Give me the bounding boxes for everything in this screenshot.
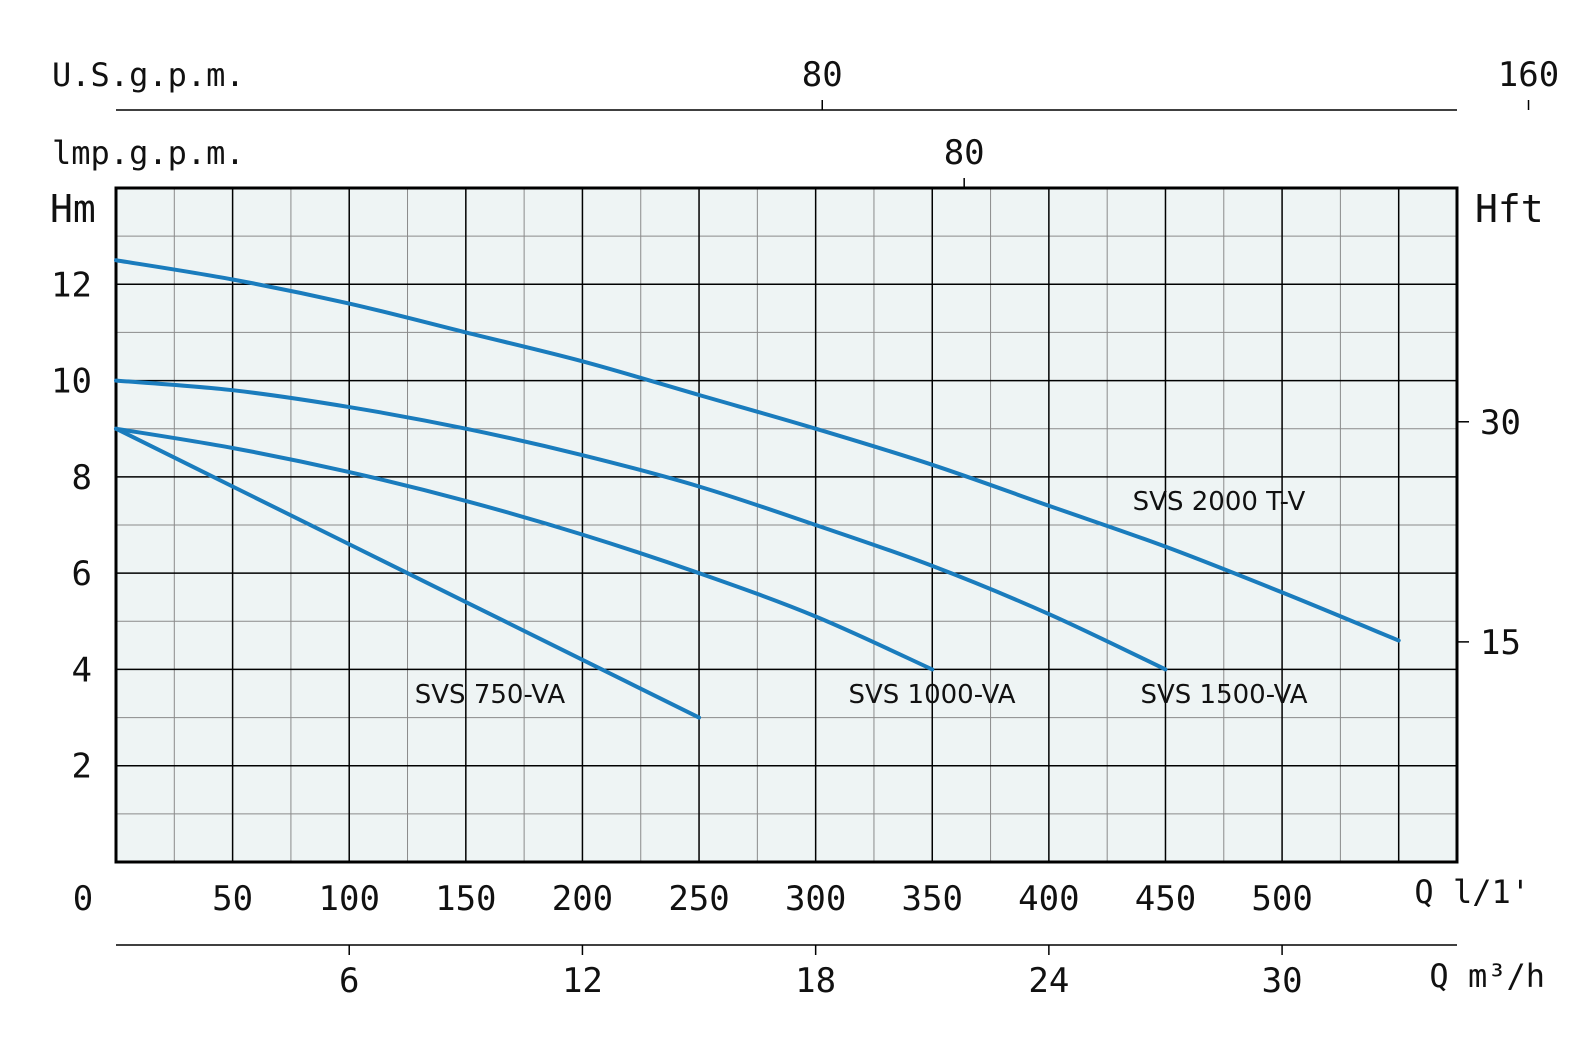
plot-frame <box>114 186 1459 864</box>
series-line-2 <box>114 378 1168 672</box>
us-axis-label: U.S.g.p.m. <box>52 56 245 94</box>
x-tick-label: 250 <box>668 879 729 919</box>
x-tick-label: 450 <box>1135 879 1196 919</box>
y-tick-label: 6 <box>72 554 92 594</box>
y-tick-label: 10 <box>51 362 92 402</box>
x-tick-label: 400 <box>1018 879 1079 919</box>
series-line-3 <box>114 258 1401 643</box>
series-line-0 <box>114 426 702 720</box>
imp-tick-label: 80 <box>944 133 985 173</box>
x-axis-label: Q l/1' <box>1414 873 1530 911</box>
minor-grid <box>116 188 1457 862</box>
x-tick-label: 0 <box>73 879 93 919</box>
series-label-3: SVS 2000 T-V <box>1133 487 1306 517</box>
m3h-axis-label: Q m³/h <box>1429 957 1545 995</box>
x-tick-label: 50 <box>212 879 253 919</box>
m3h-tick-label: 6 <box>339 961 359 1001</box>
us-tick-label: 80 <box>802 55 843 95</box>
major-grid <box>116 188 1457 862</box>
ft-tick-label: 30 <box>1480 403 1521 443</box>
m3h-tick-label: 30 <box>1262 961 1303 1001</box>
series-label-1: SVS 1000-VA <box>849 680 1016 710</box>
x-tick-label: 500 <box>1251 879 1312 919</box>
y-tick-label: 12 <box>51 265 92 305</box>
imp-axis-label: lmp.g.p.m. <box>52 134 245 172</box>
ft-tick-label: 15 <box>1480 623 1521 663</box>
series-label-2: SVS 1500-VA <box>1141 680 1308 710</box>
ft-axis-label: Hft <box>1475 187 1544 231</box>
chart-labels: SVS 750-VA SVS 1000-VA SVS 1500-VA SVS 2000… <box>50 55 1559 1001</box>
x-tick-label: 100 <box>319 879 380 919</box>
m3h-tick-label: 12 <box>562 961 603 1001</box>
x-tick-label: 150 <box>435 879 496 919</box>
m3h-tick-label: 18 <box>795 961 836 1001</box>
x-tick-label: 350 <box>902 879 963 919</box>
us-tick-label: 160 <box>1498 55 1559 95</box>
y-tick-label: 8 <box>72 458 92 498</box>
y-tick-label: 4 <box>72 650 92 690</box>
series-label-0: SVS 750-VA <box>415 680 566 710</box>
x-tick-label: 300 <box>785 879 846 919</box>
y-axis-label: Hm <box>50 187 96 231</box>
y-tick-label: 2 <box>72 747 92 787</box>
curves <box>114 258 1401 720</box>
x-tick-label: 200 <box>552 879 613 919</box>
series-line-1 <box>114 426 935 672</box>
m3h-tick-label: 24 <box>1028 961 1069 1001</box>
